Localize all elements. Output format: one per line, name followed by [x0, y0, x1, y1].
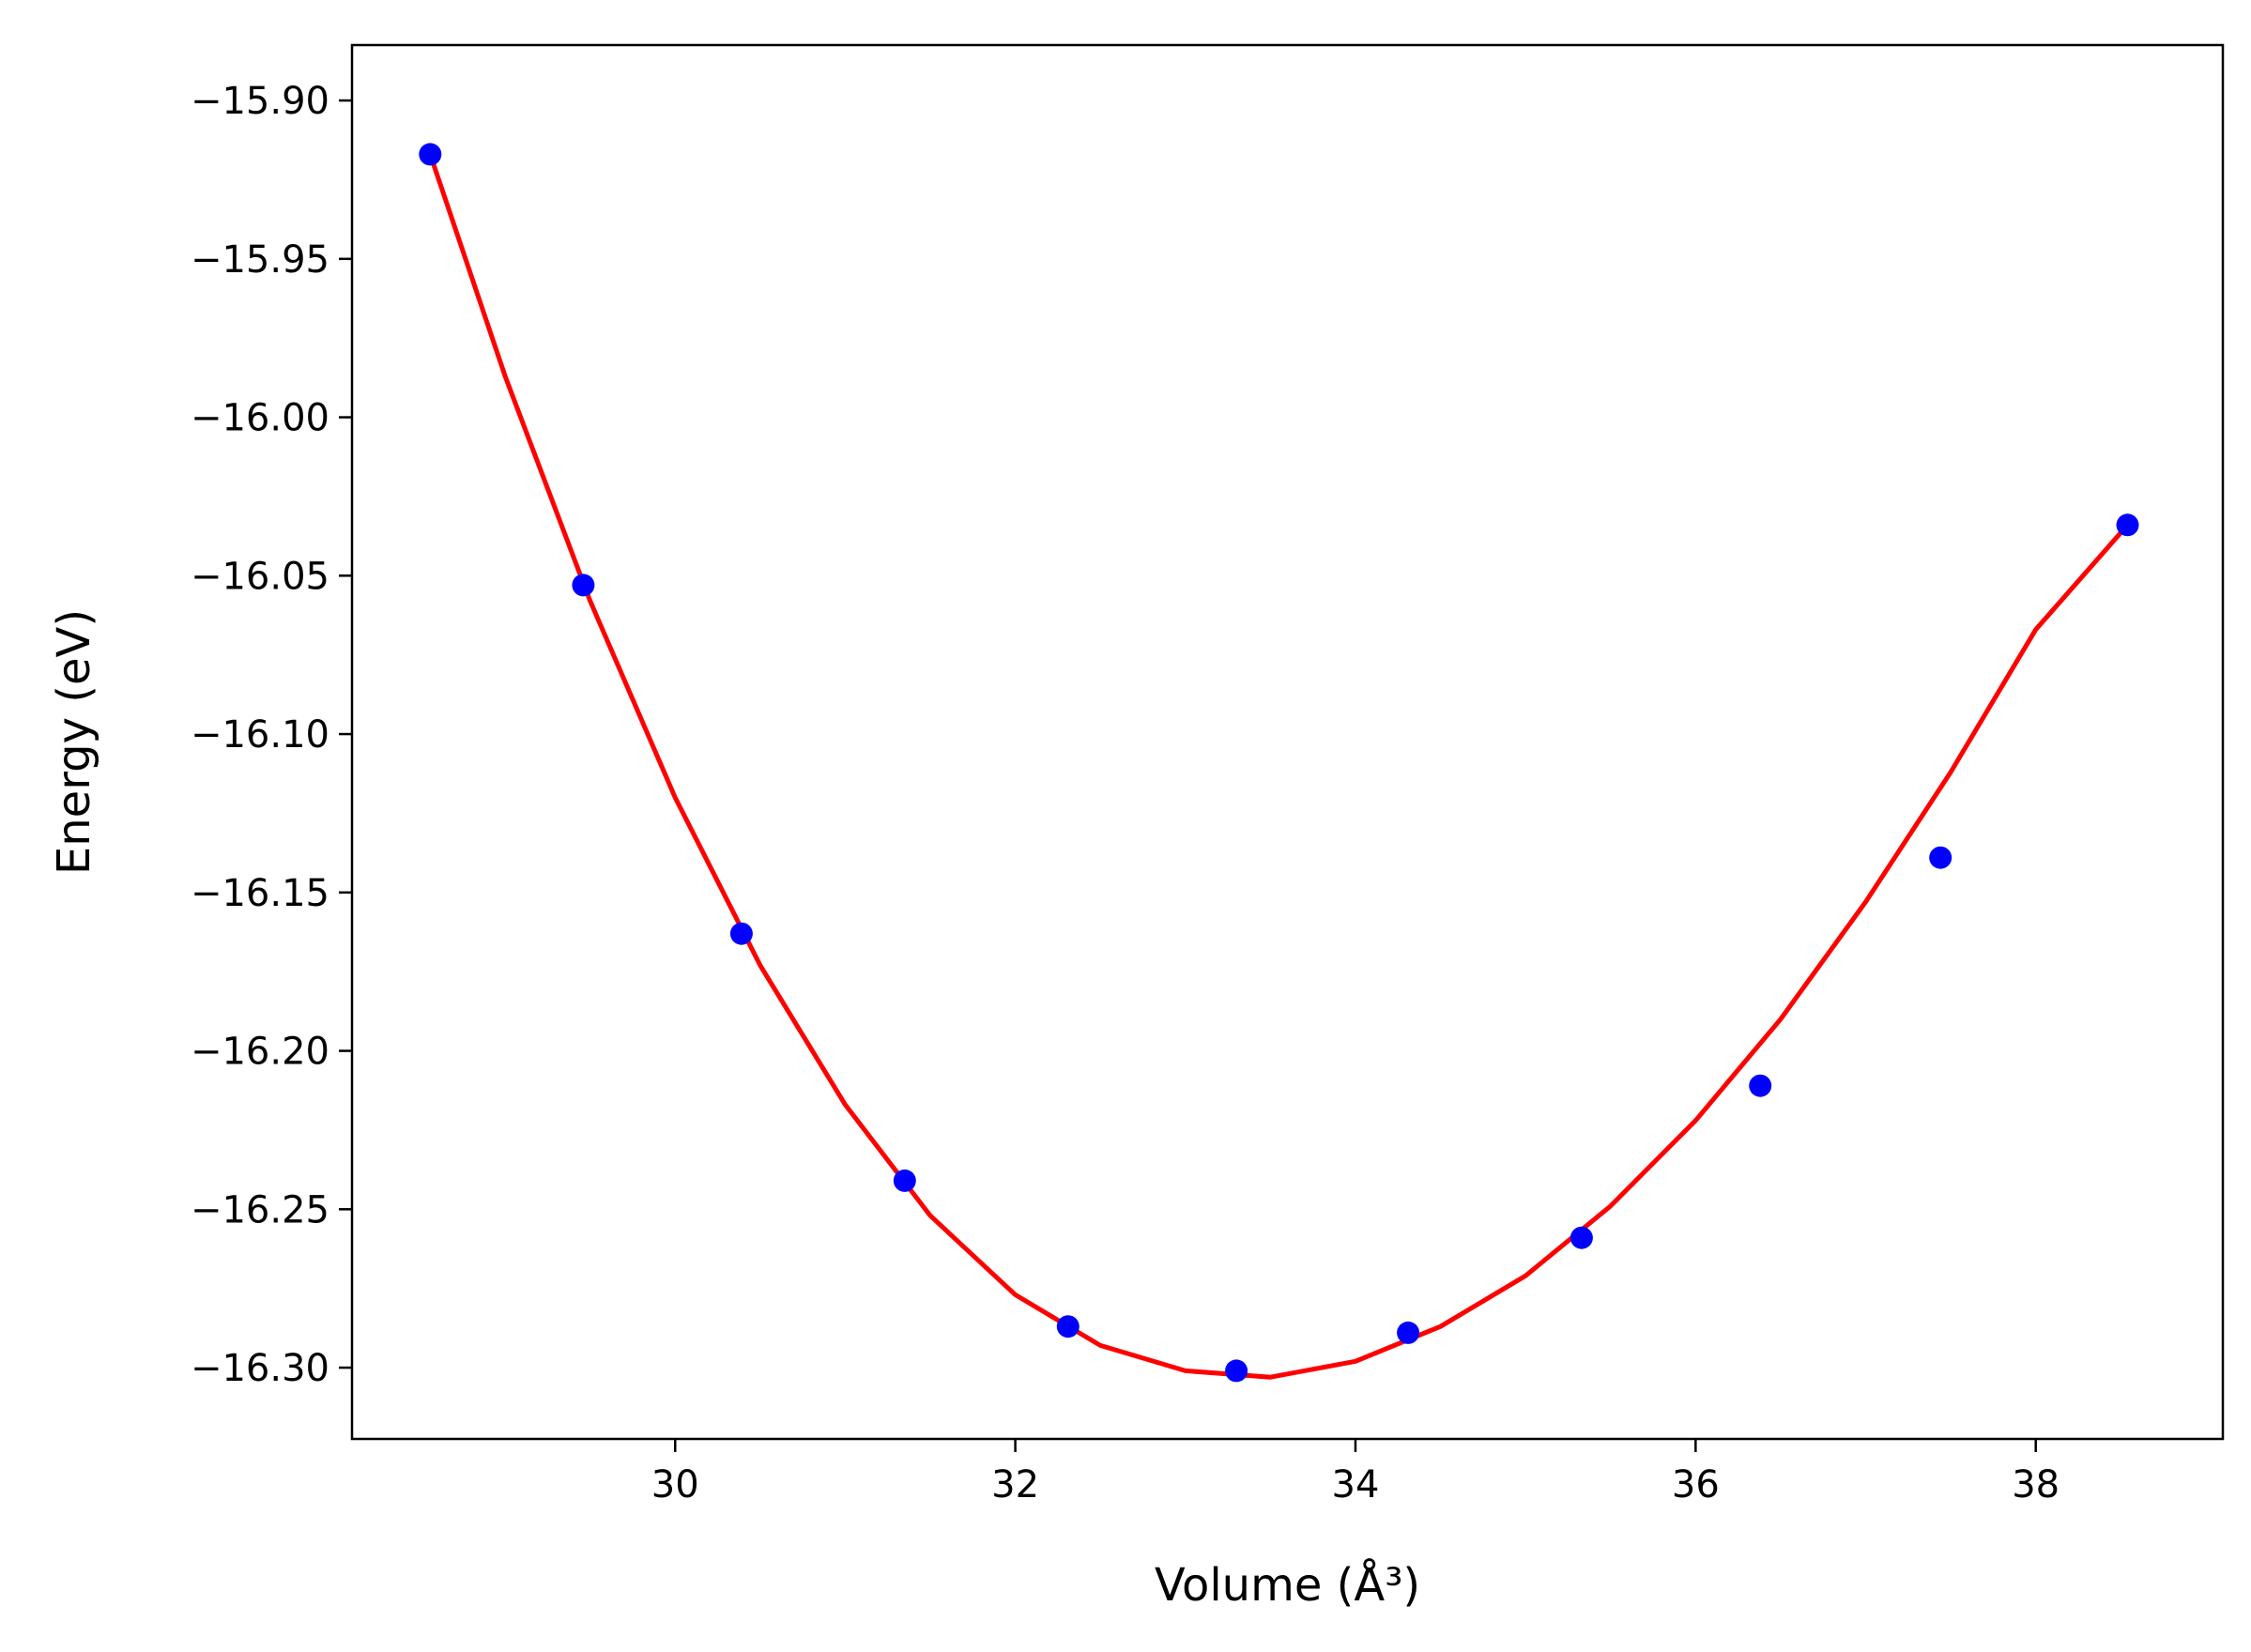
- data-point: [1397, 1321, 1420, 1344]
- data-point: [1225, 1359, 1248, 1383]
- x-tick-label: 36: [1672, 1463, 1720, 1507]
- y-tick-label: −15.95: [191, 238, 329, 282]
- data-point: [893, 1169, 916, 1192]
- plot-area-frame: [350, 43, 2225, 1441]
- y-tick-label: −16.10: [191, 713, 329, 757]
- data-point: [572, 574, 595, 597]
- y-tick-label: −16.20: [191, 1031, 329, 1074]
- data-point: [419, 143, 442, 166]
- y-tick-label: −16.30: [191, 1347, 329, 1390]
- fit-line-layer: [427, 153, 2130, 1380]
- x-tick-label: 38: [2012, 1463, 2060, 1507]
- y-tick-label: −16.05: [191, 555, 329, 598]
- data-points-layer: [419, 143, 2139, 1383]
- data-point: [1749, 1074, 1772, 1097]
- x-axis-ticks: 30 32 34 36 38: [651, 1439, 2060, 1507]
- fit-curve: [427, 153, 2130, 1380]
- data-point: [1056, 1315, 1080, 1338]
- y-axis-ticks: −15.90 −15.95 −16.00 −16.05 −16.10 −16.15 −16.…: [191, 80, 352, 1390]
- x-tick-label: 30: [651, 1463, 699, 1507]
- x-tick-label: 34: [1332, 1463, 1380, 1507]
- y-tick-label: −15.90: [191, 80, 329, 123]
- x-axis-label: Volume (Å³): [1155, 1558, 1420, 1612]
- y-tick-label: −16.15: [191, 872, 329, 915]
- x-tick-label: 32: [991, 1463, 1039, 1507]
- data-point: [729, 922, 753, 945]
- y-tick-label: −16.25: [191, 1188, 329, 1231]
- y-axis-label: Energy (eV): [48, 609, 100, 875]
- data-point: [1929, 846, 1952, 869]
- y-tick-label: −16.00: [191, 397, 329, 440]
- data-point: [1570, 1226, 1593, 1249]
- data-point: [2116, 513, 2139, 537]
